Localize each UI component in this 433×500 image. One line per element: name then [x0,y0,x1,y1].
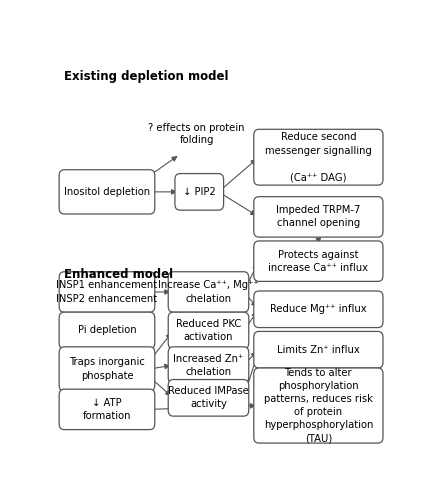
FancyBboxPatch shape [59,170,155,214]
Text: Reduced PKC
activation: Reduced PKC activation [176,319,241,342]
Text: Increase Ca⁺⁺, Mg⁺⁺
chelation: Increase Ca⁺⁺, Mg⁺⁺ chelation [158,280,259,303]
Text: Enhanced model: Enhanced model [64,268,173,281]
Text: ↓ PIP2: ↓ PIP2 [183,187,216,197]
Text: Tends to alter
phosphorylation
patterns, reduces risk
of protein
hyperphosphoryl: Tends to alter phosphorylation patterns,… [264,368,373,444]
FancyBboxPatch shape [254,241,383,282]
FancyBboxPatch shape [254,332,383,368]
Text: Reduce Mg⁺⁺ influx: Reduce Mg⁺⁺ influx [270,304,367,314]
FancyBboxPatch shape [59,389,155,430]
FancyBboxPatch shape [168,347,249,384]
FancyBboxPatch shape [59,347,155,391]
Text: Traps inorganic
phosphate: Traps inorganic phosphate [69,358,145,380]
Text: INSP1 enhancement
INSP2 enhancement: INSP1 enhancement INSP2 enhancement [56,280,158,303]
FancyBboxPatch shape [168,380,249,416]
FancyBboxPatch shape [59,312,155,349]
FancyBboxPatch shape [168,272,249,312]
FancyBboxPatch shape [175,174,223,210]
Text: Impeded TRPM-7
channel opening: Impeded TRPM-7 channel opening [276,206,361,229]
Text: Reduced IMPase
activity: Reduced IMPase activity [168,386,249,409]
Text: Protects against
increase Ca⁺⁺ influx: Protects against increase Ca⁺⁺ influx [268,250,368,273]
FancyBboxPatch shape [254,368,383,443]
FancyBboxPatch shape [254,130,383,185]
FancyBboxPatch shape [59,272,155,312]
FancyBboxPatch shape [168,312,249,349]
Text: Existing depletion model: Existing depletion model [64,70,229,82]
Text: Reduce second
messenger signalling

(Ca⁺⁺ DAG): Reduce second messenger signalling (Ca⁺⁺… [265,132,372,182]
FancyBboxPatch shape [254,196,383,237]
Text: Pi depletion: Pi depletion [78,326,136,336]
Text: ↓ ATP
formation: ↓ ATP formation [83,398,131,421]
FancyBboxPatch shape [254,291,383,328]
Text: Increased Zn⁺
chelation: Increased Zn⁺ chelation [173,354,244,376]
Text: Limits Zn⁺ influx: Limits Zn⁺ influx [277,344,360,354]
Text: Inositol depletion: Inositol depletion [64,187,150,197]
Text: ? effects on protein
folding: ? effects on protein folding [149,123,245,144]
